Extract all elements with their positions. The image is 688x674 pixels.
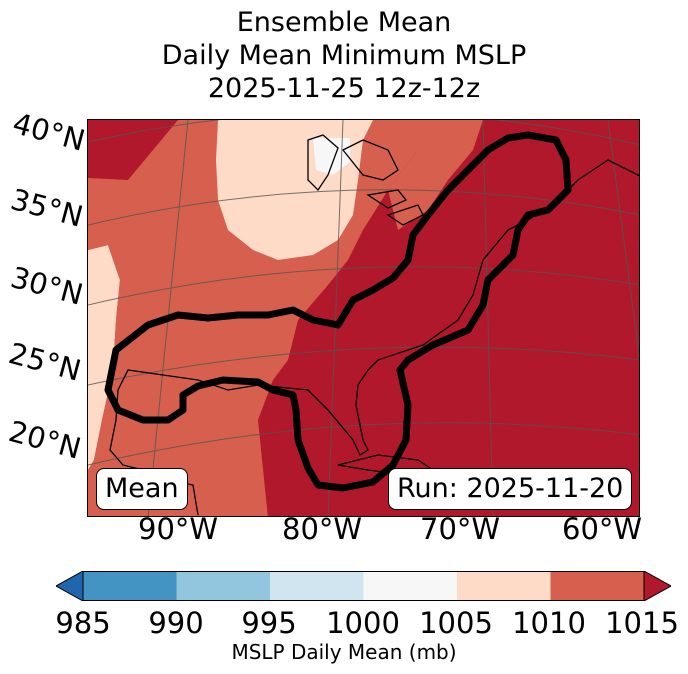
lat-label-20n: 20°N xyxy=(5,414,85,466)
colorbar-segment xyxy=(550,571,644,601)
graticule xyxy=(88,120,639,516)
lon-label-70w: 70°W xyxy=(420,512,501,546)
colorbar-frame xyxy=(82,571,645,601)
colorbar-tick-1010: 1010 xyxy=(512,606,586,640)
colorbar-tick-990: 990 xyxy=(148,606,204,640)
colorbar xyxy=(56,571,671,601)
colorbar-tick-1000: 1000 xyxy=(326,606,400,640)
colorbar-segment xyxy=(270,571,364,601)
lon-label-60w: 60°W xyxy=(562,512,643,546)
colorbar-segment xyxy=(176,571,270,601)
ensemble-contour xyxy=(104,131,572,492)
lat-label-30n: 30°N xyxy=(7,260,87,312)
colorbar-tick-985: 985 xyxy=(55,606,111,640)
map-svg xyxy=(88,120,639,516)
lat-label-25n: 25°N xyxy=(5,336,85,388)
run-label-box: Run: 2025-11-20 xyxy=(388,468,633,510)
colorbar-segment xyxy=(83,571,177,601)
colorbar-label: MSLP Daily Mean (mb) xyxy=(231,640,457,664)
colorbar-tick-1015: 1015 xyxy=(605,606,679,640)
title-line-1: Ensemble Mean xyxy=(236,7,452,38)
title-line-3: 2025-11-25 12z-12z xyxy=(207,73,481,104)
lat-label-35n: 35°N xyxy=(7,182,87,234)
pressure-region-1005-1010-west xyxy=(88,245,120,470)
lon-label-80w: 80°W xyxy=(282,512,363,546)
pressure-region-1010-1015-north xyxy=(388,120,483,230)
colorbar-segment xyxy=(363,571,457,601)
colorbar-segment xyxy=(457,571,551,601)
colorbar-tick-995: 995 xyxy=(241,606,297,640)
lat-label-40n: 40°N xyxy=(9,106,89,158)
map-panel xyxy=(87,119,640,517)
mean-label-box: Mean xyxy=(96,468,188,510)
lon-label-90w: 90°W xyxy=(138,512,219,546)
colorbar-tick-1005: 1005 xyxy=(419,606,493,640)
colorbar-extend-low xyxy=(56,571,84,601)
title-line-2: Daily Mean Minimum MSLP xyxy=(161,40,527,71)
pressure-region-1000-1005 xyxy=(313,138,350,175)
colorbar-extend-high xyxy=(643,571,671,601)
